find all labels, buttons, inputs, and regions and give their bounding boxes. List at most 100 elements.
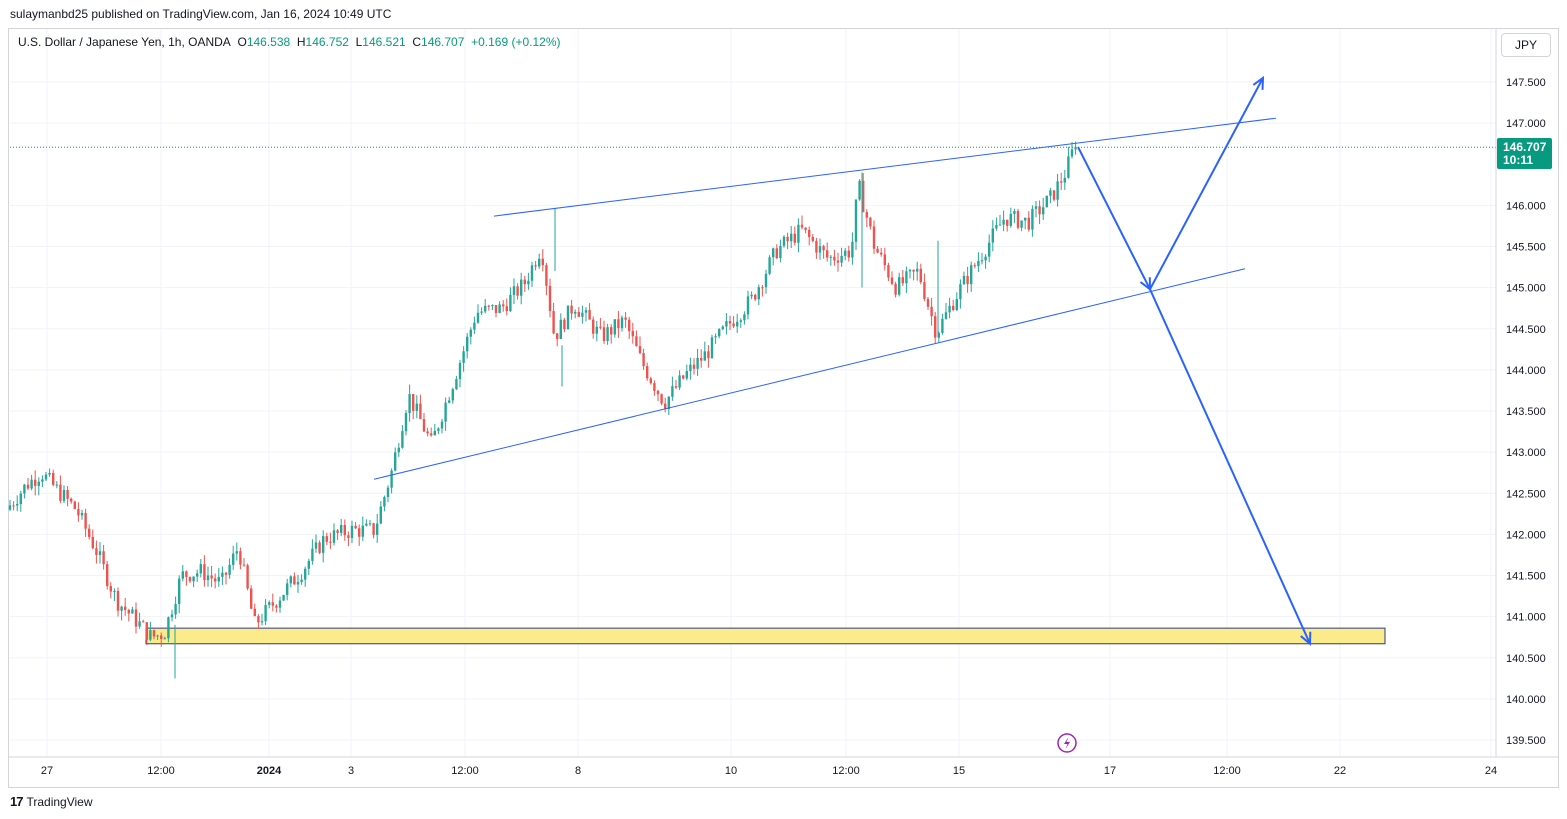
upper-trendline[interactable] (493, 117, 1277, 217)
candle-body (282, 594, 285, 601)
candle-body (340, 525, 343, 533)
candle-body (455, 379, 458, 390)
candle-body (430, 433, 433, 436)
candle-body (142, 621, 145, 623)
candle-body (887, 265, 890, 278)
candle-body (624, 317, 627, 320)
candle-body (361, 525, 364, 537)
candle-body (286, 583, 289, 595)
candle-body (1067, 156, 1070, 178)
candle-body (757, 287, 760, 300)
candle-body (617, 319, 620, 329)
legend-change: +0.169 (+0.12%) (471, 35, 561, 49)
candle-body (376, 523, 379, 535)
candle-body (584, 310, 588, 313)
arrowhead-mid (1139, 277, 1152, 292)
candle-body (527, 280, 530, 285)
tradingview-logo-icon[interactable]: 17 (10, 794, 24, 809)
candle-body (538, 258, 541, 267)
candle-body (552, 311, 555, 334)
candle-body (858, 180, 861, 200)
candle-body (149, 630, 152, 640)
candle-body (1016, 211, 1020, 228)
candle-body (1052, 190, 1056, 200)
x-tick-label: 22 (1334, 765, 1346, 777)
candle-body (419, 403, 422, 420)
candle-body (714, 336, 717, 338)
candle-body (138, 621, 141, 627)
currency-button[interactable]: JPY (1501, 33, 1551, 57)
candle-body (844, 250, 847, 256)
flash-icon[interactable] (1057, 733, 1077, 753)
candle-body (55, 484, 58, 486)
x-tick-label: 12:00 (832, 765, 860, 777)
candle-body (685, 371, 688, 379)
candle-body (271, 602, 274, 606)
x-tick-label: 17 (1104, 765, 1116, 777)
candle-body (984, 256, 987, 261)
legend-open-label: O (237, 35, 247, 49)
candle-body (494, 305, 498, 313)
candle-body (44, 474, 48, 480)
candle-body (408, 394, 411, 414)
candle-body (678, 375, 681, 388)
candle-body (192, 576, 195, 582)
candle-body (268, 602, 271, 605)
candle-body (570, 305, 573, 314)
price-tag: 146.707 10:11 (1497, 138, 1552, 169)
candle-body (491, 305, 494, 307)
candle-body (145, 622, 148, 640)
footer-brand[interactable]: TradingView (26, 794, 93, 809)
candle-body (469, 329, 472, 337)
y-tick-label: 141.000 (1506, 612, 1546, 624)
support-zone[interactable] (145, 627, 1386, 645)
candle-body (545, 265, 548, 286)
candle-body (116, 590, 120, 611)
candle-body (563, 319, 566, 330)
candle-body (761, 287, 764, 289)
y-tick-label: 147.000 (1506, 118, 1546, 130)
projection-down-arrow[interactable] (1149, 288, 1311, 645)
candle-body (88, 528, 91, 537)
projection-up-arrow[interactable] (1077, 77, 1264, 292)
candle-body (296, 582, 300, 585)
candle-body (786, 236, 789, 242)
candle-body (588, 310, 591, 320)
candle-body (350, 525, 354, 538)
candle-body (1070, 149, 1074, 157)
candle-body (383, 497, 386, 507)
candle-body (19, 493, 22, 505)
candle-body (631, 331, 634, 337)
x-tick-label: 10 (725, 765, 737, 777)
candle-body (934, 316, 937, 338)
candle-body (520, 279, 523, 296)
candle-body (343, 525, 346, 536)
y-tick-label: 142.000 (1506, 529, 1546, 541)
candle-body (131, 609, 134, 614)
candle-body (797, 224, 800, 243)
candle-body (620, 317, 624, 329)
x-tick-label: 12:00 (147, 765, 175, 777)
candle-body (1060, 181, 1063, 183)
candle-body (30, 479, 33, 489)
candle-body (977, 260, 980, 267)
candle-body (289, 576, 292, 584)
candle-body (998, 224, 1002, 226)
candle-body (188, 577, 192, 582)
candle-body (1074, 147, 1077, 150)
candle-body (660, 394, 663, 404)
candle-body (948, 305, 951, 313)
candle-body (959, 284, 962, 300)
candle-body (952, 305, 955, 311)
candle-body (214, 578, 217, 582)
candle-body (311, 548, 314, 561)
lower-trendline[interactable] (373, 268, 1246, 480)
candle-body (534, 265, 537, 267)
candle-body (232, 553, 235, 565)
candle-body (743, 314, 746, 321)
x-tick-label: 12:00 (451, 765, 479, 777)
price-axis: 147.500 147.000 146.000 145.500 145.000 144.5… (1506, 77, 1546, 747)
candle-body (487, 305, 490, 307)
candle-body (606, 327, 609, 341)
